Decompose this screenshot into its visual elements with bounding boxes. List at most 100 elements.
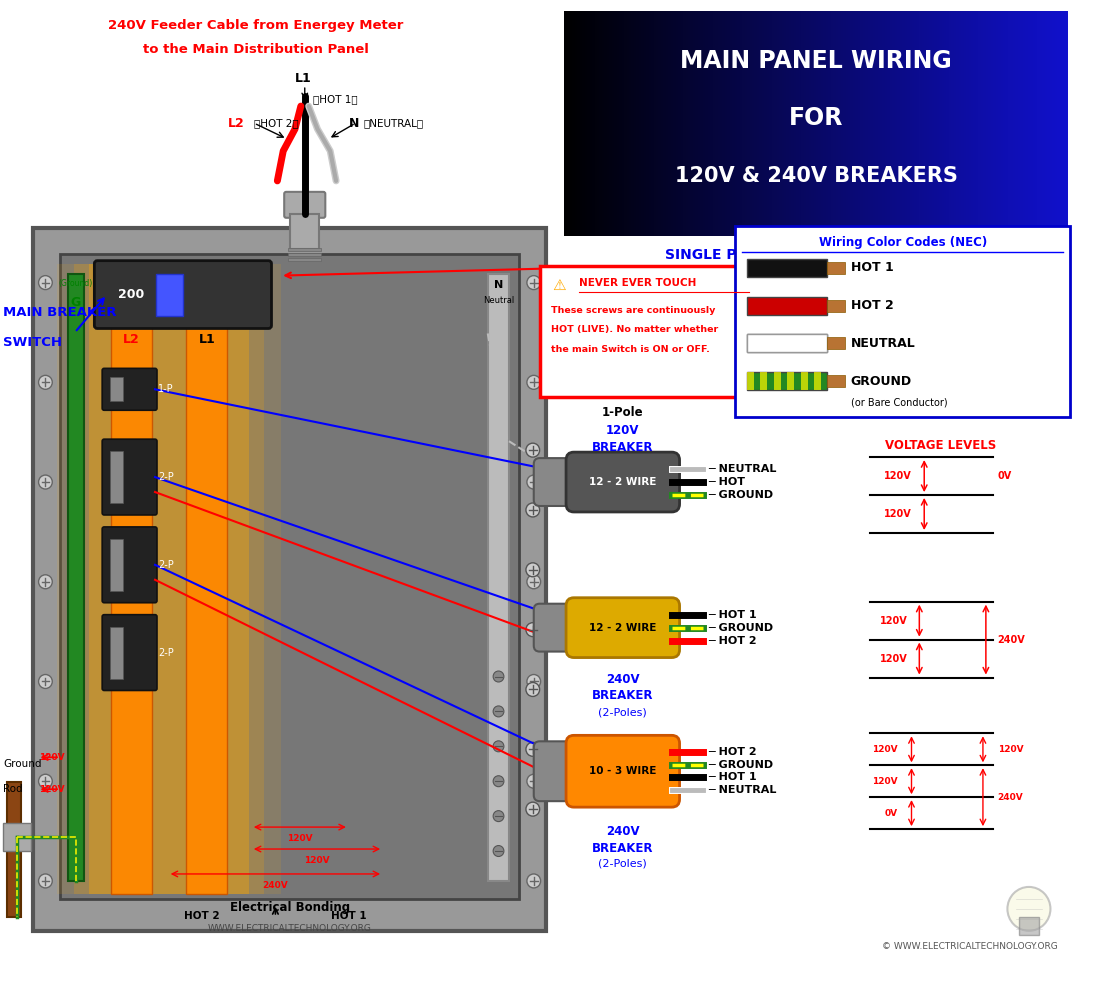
- Text: 2-P: 2-P: [158, 648, 174, 658]
- Circle shape: [39, 874, 53, 888]
- Text: (2-Poles): (2-Poles): [598, 707, 647, 717]
- Text: BREAKER: BREAKER: [592, 842, 653, 855]
- Bar: [747, 372, 754, 390]
- Bar: [68, 274, 84, 881]
- Text: Rod: Rod: [3, 784, 23, 794]
- Text: (2-Poles): (2-Poles): [598, 859, 647, 869]
- Text: ─ HOT 1: ─ HOT 1: [708, 772, 757, 782]
- Text: Electrical Bonding: Electrical Bonding: [230, 901, 350, 914]
- Text: 120V: 120V: [880, 654, 907, 664]
- Bar: [110, 627, 123, 679]
- Bar: [288, 248, 321, 251]
- Text: 240V: 240V: [606, 825, 639, 838]
- FancyBboxPatch shape: [102, 527, 157, 603]
- Text: N: N: [494, 280, 503, 290]
- Circle shape: [1008, 887, 1050, 931]
- Text: 120V: 120V: [39, 753, 64, 762]
- Bar: [801, 372, 807, 390]
- Text: （HOT 2）: （HOT 2）: [254, 118, 298, 128]
- Circle shape: [526, 682, 540, 696]
- Text: BREAKER: BREAKER: [592, 441, 653, 454]
- Text: SINGLE PHASE BREAKERS BOX WIRING: SINGLE PHASE BREAKERS BOX WIRING: [664, 248, 968, 262]
- Bar: [774, 372, 781, 390]
- FancyBboxPatch shape: [102, 368, 157, 410]
- Bar: [814, 372, 821, 390]
- Circle shape: [527, 675, 540, 688]
- FancyBboxPatch shape: [735, 226, 1070, 417]
- Bar: [110, 539, 123, 591]
- Text: the main Switch is ON or OFF.: the main Switch is ON or OFF.: [551, 345, 711, 354]
- Text: US - NEC: US - NEC: [782, 278, 850, 292]
- Bar: [111, 264, 152, 894]
- Bar: [747, 259, 827, 277]
- Text: HOT 2: HOT 2: [184, 911, 220, 921]
- Text: MAIN PANEL WIRING: MAIN PANEL WIRING: [680, 49, 952, 73]
- Text: ─ GROUND: ─ GROUND: [708, 760, 773, 770]
- Text: Ground: Ground: [3, 759, 42, 769]
- Bar: [3, 823, 31, 851]
- Text: ─ GROUND: ─ GROUND: [708, 490, 773, 500]
- FancyBboxPatch shape: [566, 735, 680, 807]
- FancyBboxPatch shape: [95, 261, 272, 328]
- Circle shape: [493, 776, 504, 787]
- Text: L2: L2: [228, 117, 244, 130]
- Text: Neutral: Neutral: [483, 296, 514, 305]
- Text: HOT (LIVE). No matter whether: HOT (LIVE). No matter whether: [551, 325, 718, 334]
- Bar: [1019, 917, 1038, 935]
- Text: L2: L2: [123, 333, 140, 346]
- Circle shape: [527, 475, 540, 489]
- Circle shape: [39, 774, 53, 788]
- Bar: [110, 377, 123, 401]
- Text: to the Main Distribution Panel: to the Main Distribution Panel: [143, 43, 368, 56]
- Circle shape: [526, 742, 540, 756]
- Text: （HOT 1）: （HOT 1）: [312, 94, 358, 104]
- Circle shape: [39, 475, 53, 489]
- Text: 12 - 2 WIRE: 12 - 2 WIRE: [590, 623, 657, 633]
- Bar: [75, 264, 264, 894]
- Text: 120V: 120V: [883, 471, 912, 481]
- Text: 120V: 120V: [883, 509, 912, 519]
- Text: （NEUTRAL）: （NEUTRAL）: [363, 118, 424, 128]
- Text: (Ground): (Ground): [58, 279, 92, 288]
- Bar: [60, 254, 519, 899]
- Bar: [827, 375, 845, 387]
- FancyBboxPatch shape: [534, 604, 583, 652]
- Circle shape: [39, 575, 53, 589]
- Bar: [186, 264, 228, 894]
- Text: NEUTRAL: NEUTRAL: [850, 337, 915, 350]
- Text: L1: L1: [295, 72, 311, 85]
- Text: 12 - 2 WIRE: 12 - 2 WIRE: [590, 477, 657, 487]
- Text: HOT 1: HOT 1: [850, 261, 893, 274]
- Text: HOT 2: HOT 2: [850, 299, 893, 312]
- Bar: [110, 451, 123, 503]
- Text: 120V: 120V: [872, 777, 898, 786]
- Text: 1-Pole: 1-Pole: [602, 406, 644, 419]
- Bar: [290, 214, 319, 249]
- Circle shape: [527, 575, 540, 589]
- Text: ─ GROUND: ─ GROUND: [708, 623, 773, 633]
- Bar: [827, 337, 845, 349]
- FancyBboxPatch shape: [534, 741, 583, 801]
- Text: 10 - 3 WIRE: 10 - 3 WIRE: [590, 766, 657, 776]
- Bar: [57, 264, 282, 894]
- Circle shape: [526, 563, 540, 577]
- Text: 120V: 120V: [872, 745, 898, 754]
- Text: 240V: 240V: [606, 673, 639, 686]
- Bar: [487, 274, 509, 881]
- Text: (or Bare Conductor): (or Bare Conductor): [850, 397, 947, 407]
- Text: VOLTAGE LEVELS: VOLTAGE LEVELS: [886, 439, 997, 452]
- Bar: [288, 258, 321, 261]
- Text: ─ NEUTRAL: ─ NEUTRAL: [708, 785, 777, 795]
- Text: ─ NEUTRAL: ─ NEUTRAL: [708, 464, 777, 474]
- FancyBboxPatch shape: [102, 615, 157, 690]
- Text: 240V: 240V: [263, 881, 288, 890]
- Text: ─ HOT 2: ─ HOT 2: [708, 636, 757, 646]
- Circle shape: [526, 802, 540, 816]
- Text: 200: 200: [119, 288, 145, 301]
- Circle shape: [39, 675, 53, 688]
- Bar: [8, 782, 21, 917]
- Circle shape: [39, 276, 53, 290]
- Text: L1: L1: [198, 333, 216, 346]
- Text: WWW.ELECTRICALTECHNOLOGY.ORG: WWW.ELECTRICALTECHNOLOGY.ORG: [208, 924, 372, 933]
- Bar: [827, 300, 845, 312]
